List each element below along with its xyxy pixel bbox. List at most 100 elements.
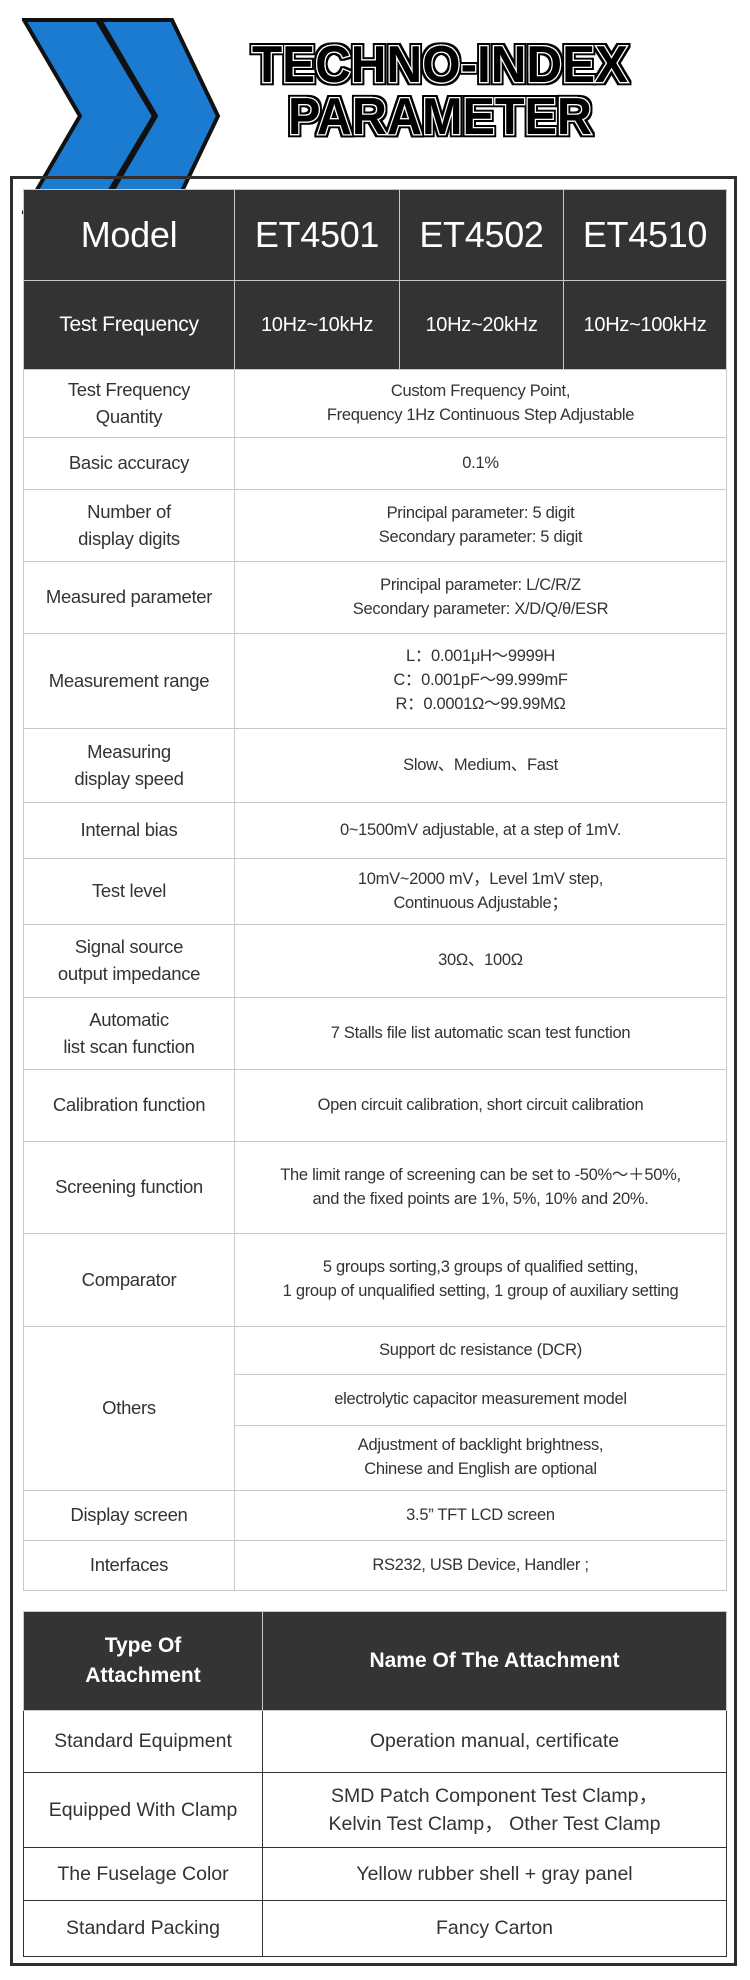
spec-label: Calibration function [23,1069,235,1142]
model-label: Model [23,189,235,281]
attachment-row: Standard Equipment Operation manual, cert… [23,1710,727,1773]
spec-value: 30Ω、100Ω [234,924,727,998]
double-chevron-right-icon [22,18,221,214]
spec-label: Test level [23,858,235,925]
others-value: electrolytic capacitor measurement model [234,1374,727,1426]
spec-row: Interfaces RS232, USB Device, Handler ; [23,1540,727,1591]
spec-label-line: Number of [87,500,171,522]
attachment-table: Type Of Attachment Name Of The Attachment S… [23,1611,727,1957]
spec-value: Slow、Medium、Fast [234,728,727,803]
spec-value: The limit range of screening can be set … [234,1141,727,1234]
spec-value-line: 0~1500mV adjustable, at a step of 1mV. [339,820,622,839]
spec-value-line: Continuous Adjustable； [393,893,568,912]
others-row: electrolytic capacitor measurement model [24,1374,727,1426]
test-frequency-label: Test Frequency [23,280,235,370]
attachment-row: The Fuselage Color Yellow rubber shell + … [23,1847,727,1901]
spec-label-line: display digits [78,527,180,549]
spec-value: 5 groups sorting,3 groups of qualified s… [234,1233,727,1327]
spec-label: Comparator [23,1233,235,1327]
spec-value: 0.1% [234,437,727,490]
spec-label-line: Quantity [95,405,163,427]
others-value-line: Support dc resistance (DCR) [379,1340,582,1359]
model-name: ET4510 [563,189,727,281]
spec-label: Interfaces [23,1540,235,1591]
spec-value: Principal parameter: 5 digit Secondary pa… [234,489,727,562]
spec-label: Measurement range [23,633,235,729]
spec-label-line: Measuring [87,740,171,762]
spec-value-line: Slow、Medium、Fast [403,755,558,774]
attachment-type-header-line: Attachment [85,1664,201,1687]
spec-value-line: 5 groups sorting,3 groups of qualified s… [322,1258,639,1277]
spec-label: Screening function [23,1141,235,1234]
spec-label-line: output impedance [57,963,201,984]
attachment-name-line: SMD Patch Component Test Clamp， [331,1784,658,1807]
spec-label: Basic accuracy [23,437,235,490]
attachment-header-row: Type Of Attachment Name Of The Attachment [23,1611,727,1711]
model-row: Model ET4501 ET4502 ET4510 [23,189,727,281]
spec-label-line: list scan function [63,1035,195,1057]
spec-value-line: Principal parameter: L/C/R/Z [380,575,581,594]
others-value-line: electrolytic capacitor measurement model [334,1390,627,1409]
spec-label-line: Test Frequency [67,378,191,400]
attachment-name: Fancy Carton [262,1900,727,1957]
spec-value: RS232, USB Device, Handler ; [234,1540,727,1591]
spec-row: Comparator 5 groups sorting,3 groups of q… [23,1233,727,1327]
spec-row: Signal source output impedance 30Ω、100Ω [23,924,727,998]
spec-label-line: display speed [74,767,184,789]
spec-value: Principal parameter: L/C/R/Z Secondary pa… [234,561,727,634]
attachment-row: Standard Packing Fancy Carton [23,1900,727,1957]
attachment-name-line: Fancy Carton [435,1917,554,1940]
spec-label: Display screen [23,1490,235,1541]
spec-row: Measured parameter Principal parameter: L… [23,561,727,634]
title-line-2: PARAMETER [288,88,592,146]
spec-label-line: Signal source [74,936,184,958]
spec-value-line: L：0.001μH～9999H [405,647,555,666]
spec-label-line: Internal bias [80,819,178,841]
model-name: ET4501 [234,189,400,281]
spec-row: Calibration function Open circuit calibra… [23,1069,727,1142]
spec-label-line: Comparator [81,1268,177,1290]
spec-table: Model ET4501 ET4502 ET4510 Test Frequency 10H… [23,189,727,1591]
spec-label: Number of display digits [23,489,235,562]
attachment-type: The Fuselage Color [23,1847,263,1901]
attachment-type: Equipped With Clamp [23,1772,263,1848]
spec-row: Number of display digits Principal paramet… [23,489,727,562]
attachment-row: Equipped With Clamp SMD Patch Component T… [23,1772,727,1848]
others-label: Others [23,1326,235,1491]
spec-row: Measurement range L：0.001μH～9999H C：0.001p… [23,633,727,729]
spec-value: 3.5” TFT LCD screen [234,1490,727,1541]
spec-value-line: Custom Frequency Point, [390,381,571,400]
spec-label-line: Measured parameter [45,586,213,608]
title-line-1: TECHNO-INDEX [252,36,628,94]
spec-value-line: Secondary parameter: 5 digit [378,527,583,546]
test-frequency-value: 10Hz~10kHz [234,280,400,370]
others-value-line: Adjustment of backlight brightness, [357,1436,604,1455]
spec-value-line: Secondary parameter: X/D/Q/θ/ESR [352,599,609,618]
model-name: ET4502 [399,189,564,281]
others-value: Support dc resistance (DCR) [234,1326,727,1375]
spec-row: Automatic list scan function 7 Stalls file… [23,997,727,1070]
spec-value-line: 0.1% [462,453,499,472]
spec-label: Test Frequency Quantity [23,369,235,438]
spec-label: Signal source output impedance [23,924,235,998]
spec-value: L：0.001μH～9999H C：0.001pF～99.999mF R：0.000… [234,633,727,729]
attachment-name: Operation manual, certificate [262,1710,727,1773]
attachment-name-line: Kelvin Test Clamp， Other Test Clamp [328,1813,661,1835]
spec-label: Automatic list scan function [23,997,235,1070]
spec-value-line: Open circuit calibration, short circuit … [317,1095,644,1114]
attachment-type: Standard Packing [23,1900,263,1957]
test-frequency-value: 10Hz~20kHz [399,280,564,370]
attachment-name-header: Name Of The Attachment [262,1611,727,1711]
attachment-name-line: Yellow rubber shell + gray panel [356,1862,633,1885]
attachment-type: Standard Equipment [23,1710,263,1773]
spec-value: Custom Frequency Point, Frequency 1Hz Con… [234,369,727,438]
spec-value-line: 1 group of unqualified setting, 1 group … [282,1282,679,1300]
others-value-line: Chinese and English are optional [364,1460,597,1478]
attachment-type-header: Type Of Attachment [23,1611,263,1711]
test-frequency-value: 10Hz~100kHz [563,280,727,370]
spec-value-line: Frequency 1Hz Continuous Step Adjustable [326,405,635,424]
spec-value-line: Principal parameter: 5 digit [386,503,575,522]
spec-frame [10,176,737,1966]
spec-value-line: The limit range of screening can be set … [280,1165,681,1184]
attachment-type-header-line: Type Of [104,1633,182,1657]
